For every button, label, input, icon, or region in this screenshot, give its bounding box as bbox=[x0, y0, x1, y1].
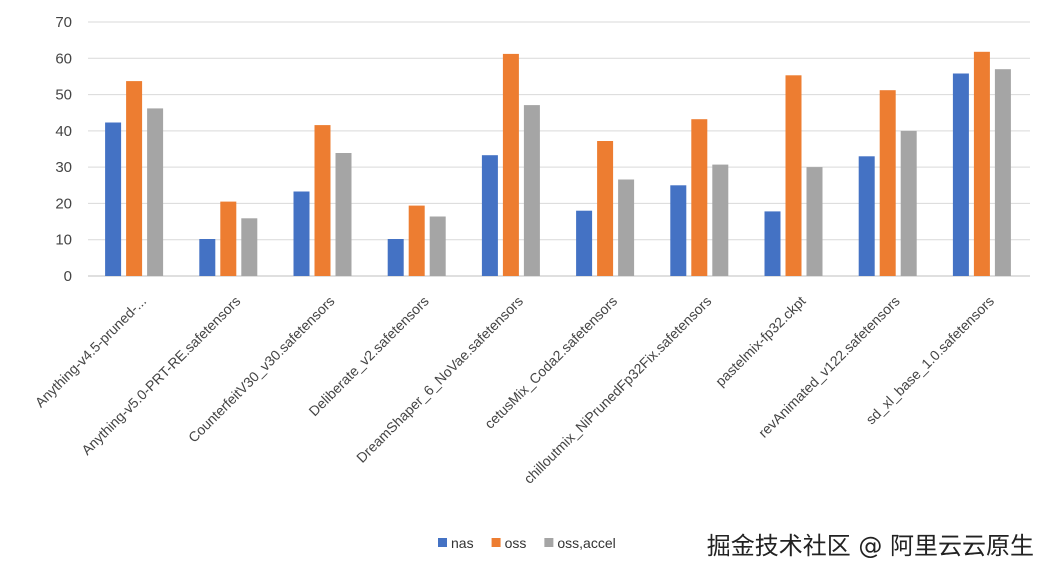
bars bbox=[105, 51, 1011, 277]
bar-oss-accel bbox=[241, 218, 258, 276]
legend-swatch bbox=[544, 538, 554, 547]
y-tick-label: 70 bbox=[55, 14, 72, 31]
x-tick-label: CounterfeitV30_v30.safetensors bbox=[185, 293, 338, 446]
bar-nas bbox=[764, 211, 781, 276]
bar-oss-accel bbox=[806, 167, 823, 276]
y-tick-label: 0 bbox=[64, 268, 72, 285]
bar-oss bbox=[879, 90, 896, 276]
y-tick-label: 20 bbox=[55, 195, 72, 212]
bar-oss bbox=[785, 75, 802, 276]
y-tick-label: 60 bbox=[55, 50, 72, 67]
legend-label: oss bbox=[505, 535, 527, 551]
bar-nas bbox=[105, 122, 122, 276]
legend: nas oss oss,accel bbox=[438, 535, 616, 551]
bar-oss-accel bbox=[712, 164, 729, 276]
bar-oss-accel bbox=[335, 153, 352, 276]
legend-swatch bbox=[438, 538, 447, 547]
bar-oss bbox=[973, 51, 990, 276]
bar-oss-accel bbox=[147, 108, 164, 277]
bar-oss bbox=[408, 205, 425, 276]
bar-oss-accel bbox=[618, 179, 635, 276]
y-tick-label: 10 bbox=[55, 232, 72, 249]
x-tick-label: pastelmix-fp32.ckpt bbox=[712, 293, 809, 390]
bar-nas bbox=[952, 73, 969, 276]
bar-nas bbox=[670, 185, 687, 276]
x-tick-label: DreamShaper_6_NoVae.safetensors bbox=[353, 293, 526, 466]
bar-oss bbox=[126, 81, 143, 276]
bar-nas bbox=[481, 155, 498, 276]
legend-swatch bbox=[491, 538, 501, 547]
x-tick-label: chilloutmix_NiPrunedFp32Fix.safetensors bbox=[520, 293, 714, 487]
bar-nas bbox=[199, 239, 216, 276]
y-tick-label: 30 bbox=[55, 159, 72, 176]
bar-oss-accel bbox=[523, 105, 540, 276]
bar-oss-accel bbox=[994, 69, 1011, 276]
y-tick-label: 40 bbox=[55, 123, 72, 140]
watermark-text: 掘金技术社区 @ 阿里云云原生 bbox=[707, 532, 1034, 560]
x-tick-label: Anything-v5.0-PRT-RE.safetensors bbox=[78, 293, 243, 458]
bar-nas bbox=[293, 191, 310, 276]
bar-nas bbox=[858, 156, 875, 276]
bar-oss-accel bbox=[900, 130, 917, 276]
y-tick-label: 50 bbox=[55, 87, 72, 104]
legend-label: nas bbox=[451, 535, 474, 551]
bar-oss-accel bbox=[429, 216, 446, 276]
bar-oss bbox=[691, 119, 708, 276]
legend-label: oss,accel bbox=[557, 535, 615, 551]
bar-oss bbox=[220, 201, 237, 276]
bar-oss bbox=[502, 53, 519, 277]
bar-nas bbox=[576, 210, 593, 276]
bar-oss bbox=[314, 125, 331, 276]
bar-nas bbox=[387, 239, 404, 276]
bar-oss bbox=[597, 141, 614, 276]
